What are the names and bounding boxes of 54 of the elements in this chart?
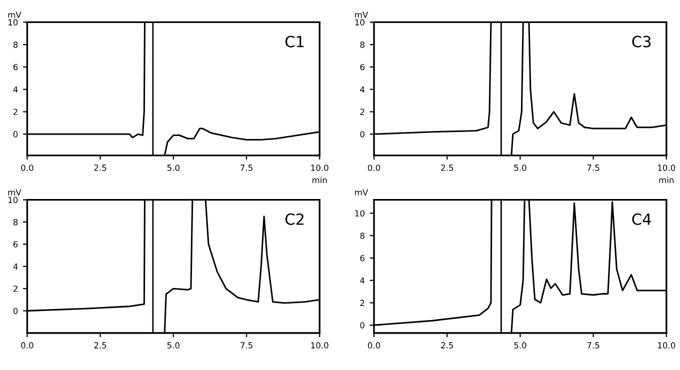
y-tick-label: 2: [360, 300, 364, 306]
y-tick-label: 2: [13, 108, 18, 115]
x-tick-label: 7.5: [587, 164, 600, 171]
x-tick-label: 5.0: [514, 342, 526, 348]
x-tick-label: 10.0: [311, 342, 328, 348]
x-tick-label: 2.5: [94, 342, 106, 348]
x-tick-label: 2.5: [94, 164, 106, 171]
y-tick-label: 2: [13, 286, 18, 292]
annotation: C4: [632, 213, 651, 225]
y-tick-label: 6: [360, 254, 364, 262]
x-tick-label: 0.0: [368, 342, 380, 348]
x-tick-label: 0.0: [21, 164, 34, 171]
annotation: C2: [285, 213, 304, 225]
x-tick-label: 7.5: [240, 342, 252, 348]
y-tick-label: 8: [360, 232, 364, 239]
x-tick-label: 5.0: [167, 342, 180, 348]
x-tick-label: 2.5: [441, 342, 453, 348]
y-tick-label: 10: [8, 19, 18, 26]
y-tick-label: 0: [13, 308, 18, 314]
x-tick-label: 10.0: [658, 342, 676, 348]
y-tick-label: 4: [360, 86, 365, 93]
y-tick-label: 6: [13, 241, 18, 248]
y-tick-label: 6: [13, 64, 18, 70]
x-tick-label: 5.0: [167, 164, 180, 171]
y-tick-label: 4: [13, 263, 18, 270]
y-axis-title: mV: [355, 12, 368, 18]
y-tick-label: 4: [13, 86, 18, 93]
x-tick-label: 5.0: [514, 164, 526, 171]
y-axis-title: mV: [355, 189, 368, 196]
y-tick-label: 6: [360, 64, 364, 70]
x-tick-label: 0.0: [21, 342, 34, 348]
x-tick-label: 0.0: [368, 164, 380, 171]
x-tick-label: 7.5: [240, 164, 252, 171]
y-tick-label: 10: [355, 210, 364, 217]
y-axis-title: mV: [8, 12, 22, 18]
x-axis-title: min: [312, 176, 327, 184]
x-tick-label: 2.5: [441, 164, 453, 171]
y-tick-label: 8: [13, 42, 18, 48]
y-tick-label: 0: [360, 322, 364, 328]
y-tick-label: 0: [360, 131, 364, 138]
y-axis-title: mV: [8, 189, 22, 196]
x-tick-label: 10.0: [311, 164, 328, 171]
y-tick-label: 10: [355, 19, 364, 26]
y-tick-label: 2: [360, 108, 364, 115]
y-tick-label: 0: [13, 131, 18, 138]
x-tick-label: 10.0: [658, 164, 676, 171]
x-tick-label: 7.5: [587, 342, 600, 348]
y-tick-label: 8: [13, 218, 18, 226]
y-tick-label: 10: [8, 196, 18, 204]
y-tick-label: 8: [360, 42, 364, 48]
x-axis-title: min: [659, 176, 674, 184]
annotation: C3: [632, 36, 651, 48]
y-tick-label: 4: [360, 277, 365, 284]
annotation: C1: [285, 36, 304, 48]
